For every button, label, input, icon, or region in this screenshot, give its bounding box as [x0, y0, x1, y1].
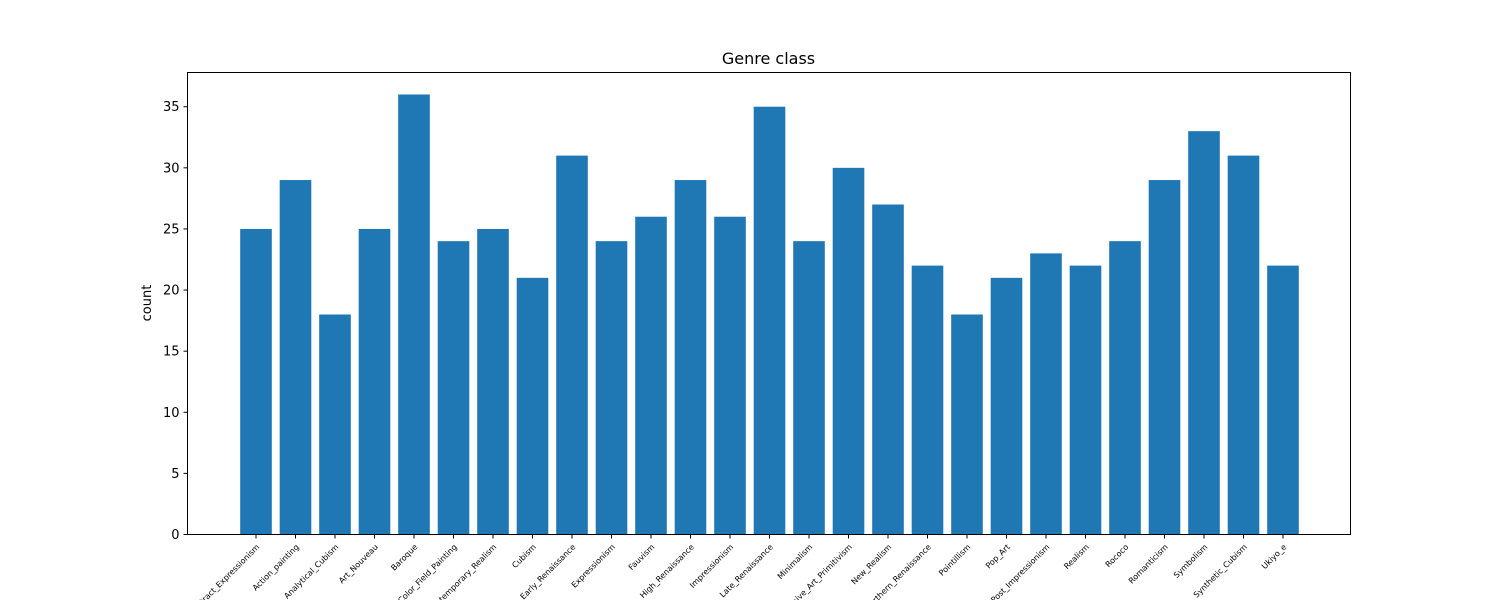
bar-color-field-painting [437, 241, 470, 535]
bar-impressionism [714, 216, 746, 535]
x-tick-label: Realism [1062, 542, 1091, 571]
x-tick-label: Pointillism [937, 542, 972, 577]
bar-realism [1069, 265, 1102, 535]
bar-pop-art [990, 277, 1023, 535]
x-tick-label: Romanticism [1127, 542, 1170, 585]
bar-action-painting [279, 180, 312, 535]
bar-post-impressionism [1030, 253, 1062, 535]
x-tick-label: Minimalism [776, 542, 815, 581]
y-tick-label: 30 [163, 161, 180, 176]
y-tick-label: 0 [171, 528, 179, 543]
bars-group [240, 94, 1299, 535]
x-tick-label: New_Realism [850, 542, 894, 586]
bar-baroque [398, 94, 430, 535]
x-tick-label: Rococo [1104, 542, 1131, 569]
x-tick-label: Fauvism [627, 542, 657, 572]
x-tick-label: Ukiyo_e [1260, 542, 1289, 571]
y-tick-label: 25 [163, 222, 180, 237]
x-tick-label: Naive_Art_Primitivism [786, 542, 854, 600]
bar-analytical-cubism [319, 314, 351, 535]
bar-synthetic-cubism [1227, 155, 1260, 535]
y-tick-label: 5 [171, 467, 179, 482]
bar-abstract-expressionism [240, 228, 272, 535]
bar-cubism [516, 277, 549, 535]
bar-expressionism [595, 241, 628, 535]
bar-northern-renaissance [911, 265, 944, 535]
x-tick-label: Art_Nouveau [337, 543, 380, 586]
x-tick-label: Baroque [389, 542, 419, 572]
x-ticks-group: Abstract_ExpressionismAction_paintingAna… [188, 534, 1289, 600]
x-tick-label: Symbolism [1172, 542, 1210, 580]
bar-art-nouveau [358, 228, 391, 535]
x-tick-label: Contemporary_Realism [426, 542, 498, 600]
x-tick-label: Abstract_Expressionism [188, 542, 262, 600]
y-tick-label: 20 [163, 284, 180, 299]
bar-romanticism [1148, 180, 1181, 535]
y-tick-label: 10 [163, 406, 180, 421]
x-tick-label: Pop_Art [984, 543, 1012, 571]
y-tick-label: 15 [163, 345, 180, 360]
bar-symbolism [1188, 131, 1220, 535]
x-tick-label: Cubism [510, 542, 538, 570]
bar-new-realism [872, 204, 904, 535]
y-ticks-group: 0 5 10 15 20 25 30 35 [163, 100, 188, 543]
x-tick-label: Northern_Renaissance [863, 542, 933, 600]
chart-title: Genre class [722, 49, 815, 68]
bar-minimalism [793, 241, 825, 535]
y-axis-label: count [140, 285, 155, 322]
plot-frame [187, 72, 1351, 535]
bar-ukiyo-e [1267, 265, 1299, 535]
bar-contemporary-realism [477, 228, 509, 535]
bar-late-renaissance [753, 106, 786, 535]
bar-high-renaissance [674, 180, 707, 535]
bar-pointillism [951, 314, 983, 535]
x-tick-label: Expressionism [570, 542, 617, 589]
bar-naive-art-primitivism [832, 167, 865, 535]
bar-early-renaissance [556, 155, 588, 535]
bar-rococo [1109, 241, 1141, 535]
bar-fauvism [635, 216, 667, 535]
y-tick-label: 35 [163, 100, 180, 115]
